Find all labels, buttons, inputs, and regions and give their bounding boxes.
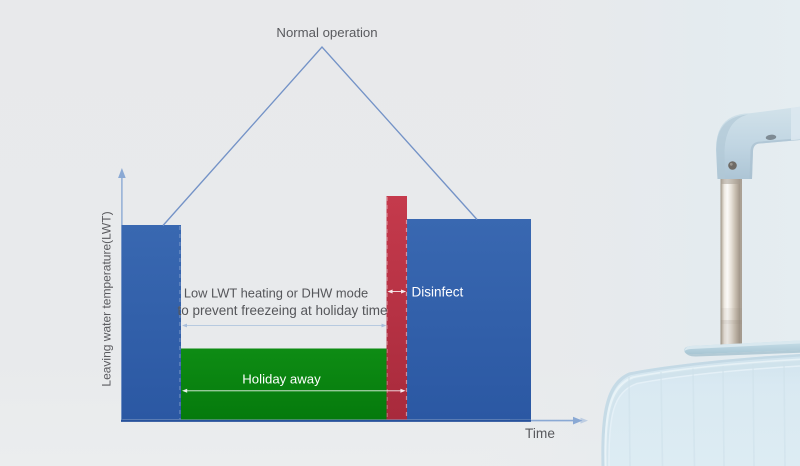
svg-text:Time: Time: [525, 426, 555, 441]
svg-text:Disinfect: Disinfect: [412, 285, 464, 300]
svg-text:Low LWT heating or DHW mode: Low LWT heating or DHW mode: [184, 286, 368, 301]
svg-text:Holiday away: Holiday away: [242, 371, 321, 386]
svg-text:to prevent freezeing at holida: to prevent freezeing at holiday time: [177, 303, 387, 318]
svg-text:Normal operation: Normal operation: [276, 25, 377, 40]
svg-text:Leaving water temperature(LWT): Leaving water temperature(LWT): [100, 211, 114, 386]
